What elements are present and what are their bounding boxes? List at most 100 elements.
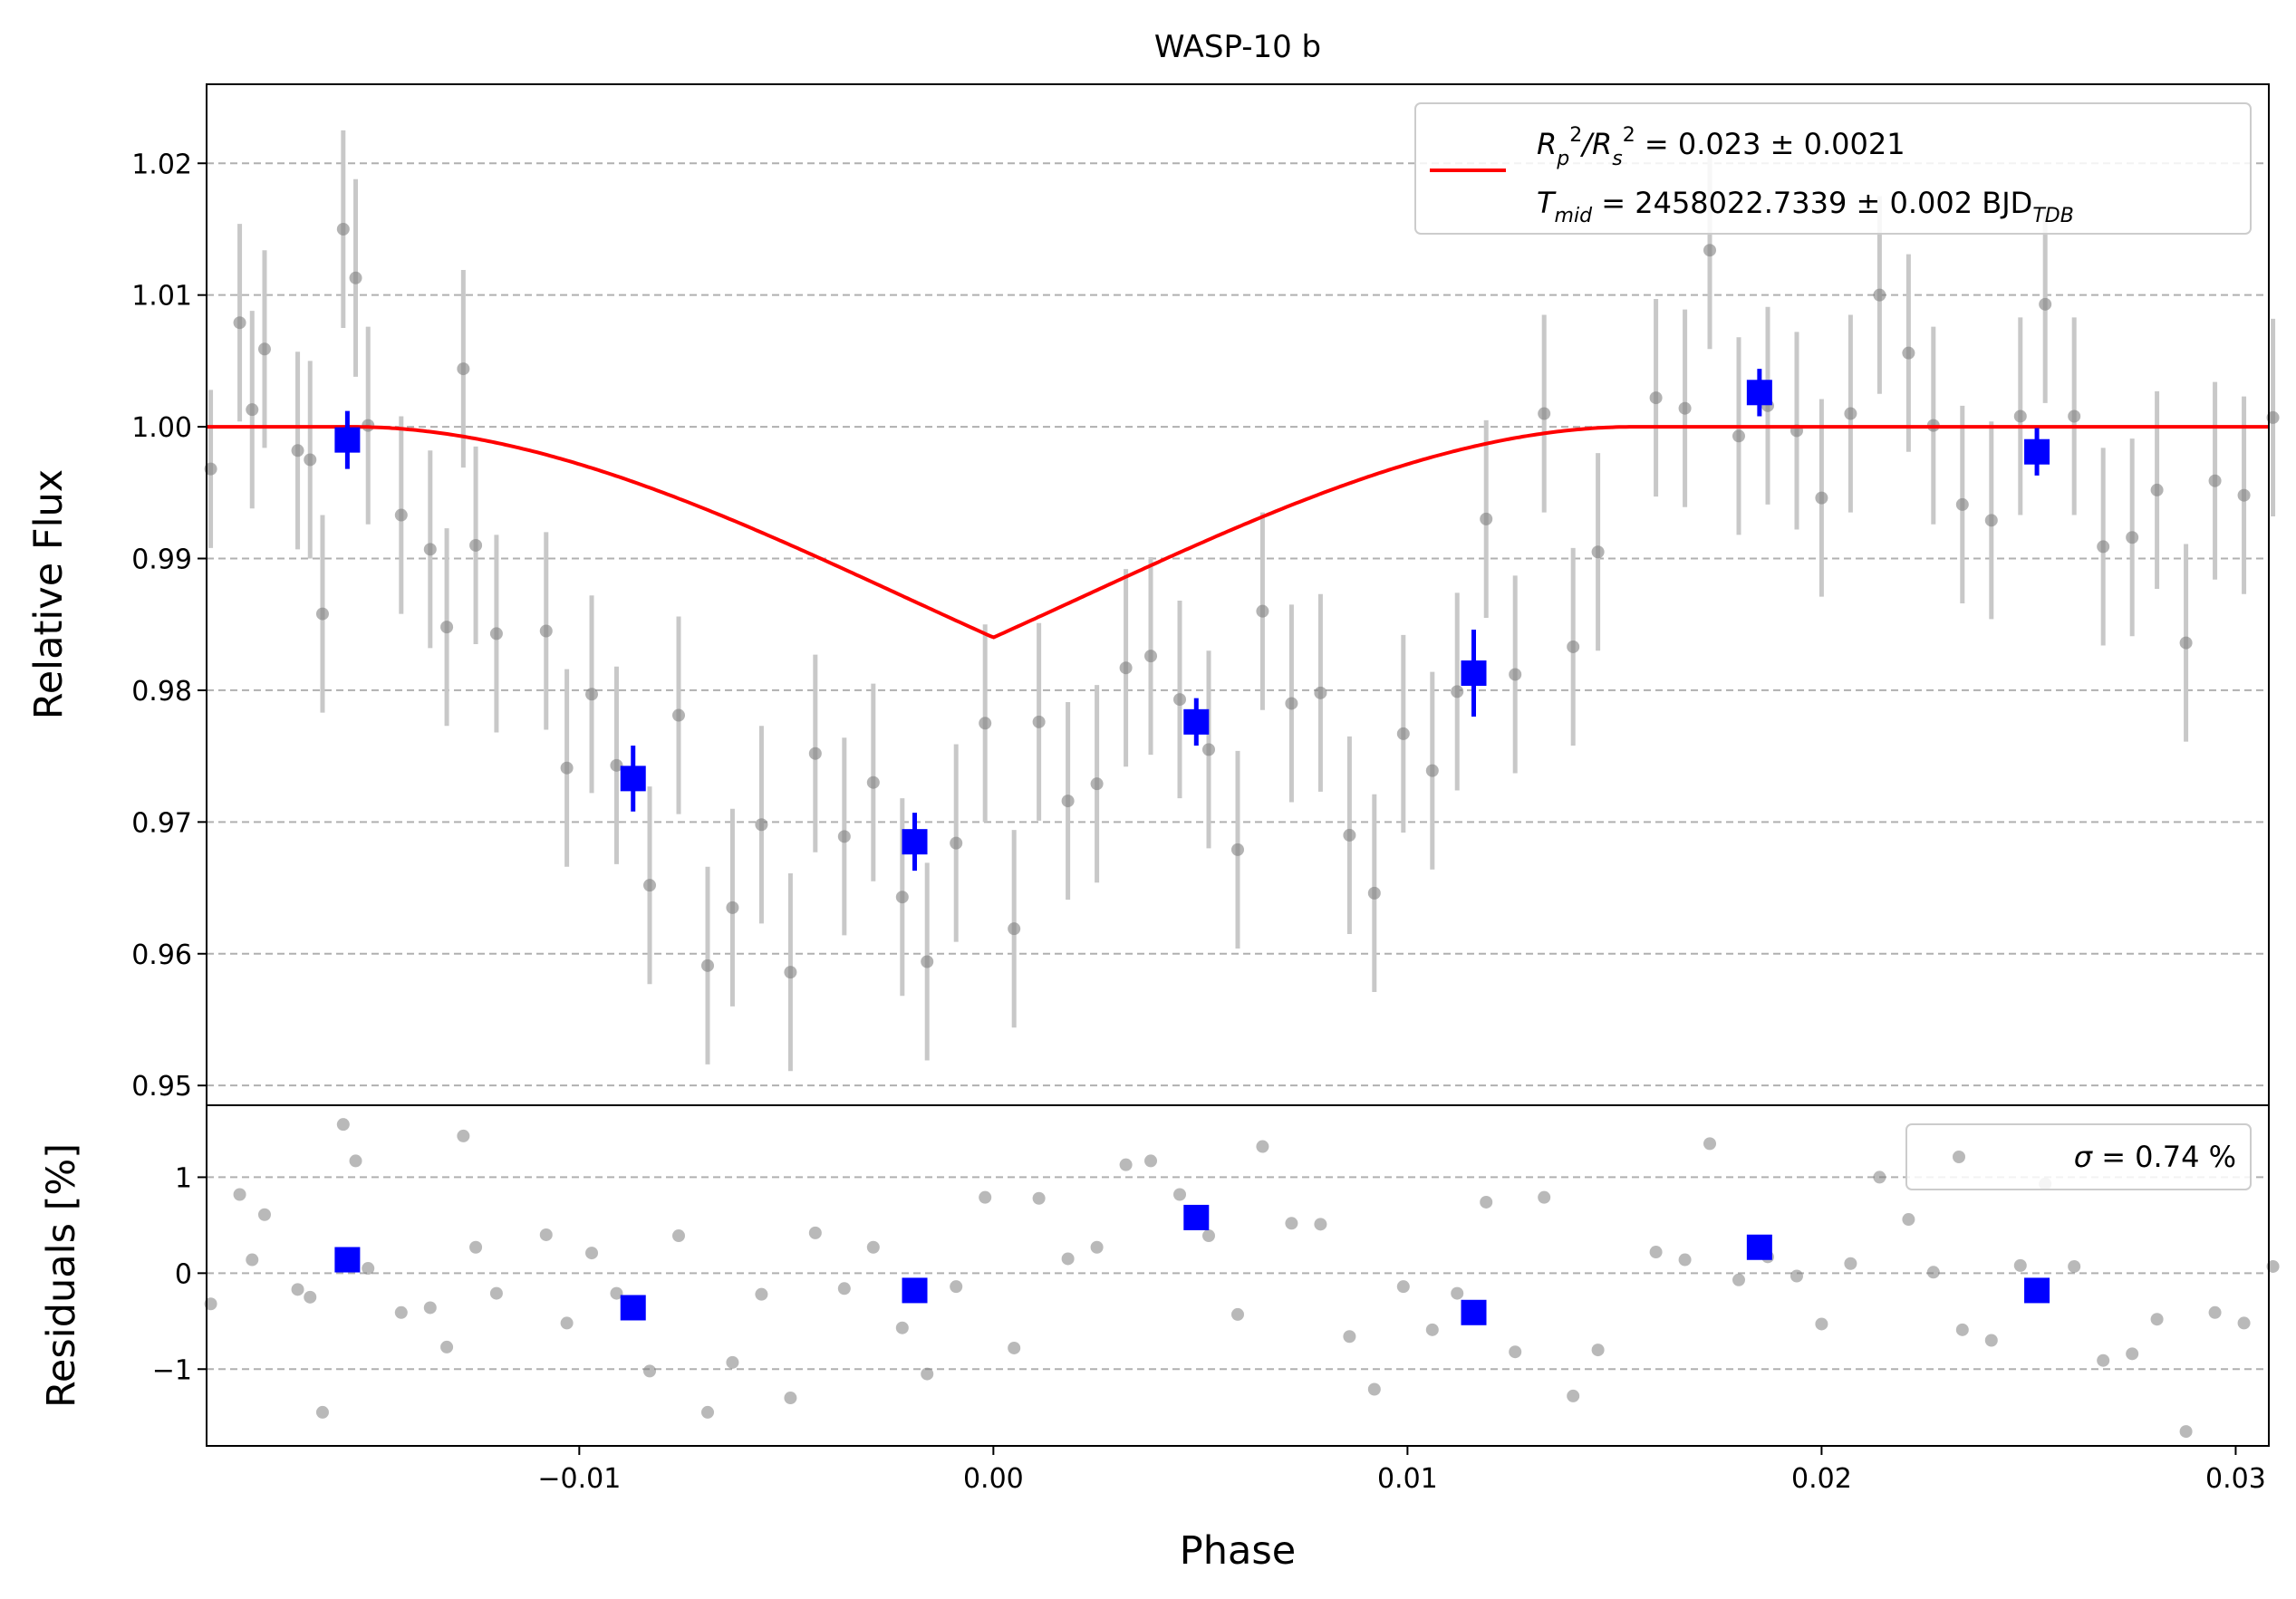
raw-flux-point [808,747,822,760]
raw-residual-point [1591,1344,1605,1357]
raw-residual-point [585,1247,599,1260]
raw-residual-point [701,1405,715,1419]
top-gridlines [207,162,2269,1087]
binned-flux-point [2024,438,2050,465]
raw-residual-point [1231,1307,1244,1321]
raw-residual-point [837,1282,851,1296]
raw-flux-point [246,403,259,417]
raw-residual-point [1732,1273,1746,1286]
x-axis-label: Phase [1180,1528,1296,1574]
raw-residual-point [1396,1280,1410,1294]
raw-flux-point [539,624,553,638]
raw-flux-point [1815,491,1828,505]
raw-flux-point [336,222,350,236]
raw-residual-point [204,1297,217,1311]
raw-flux-point [755,818,768,832]
raw-flux-point [1678,401,1692,415]
top-y-tick-label: 0.96 [131,939,192,971]
raw-residual-point [672,1229,686,1243]
raw-flux-point [1285,697,1298,710]
raw-flux-point [2208,474,2222,487]
legend-line-rp-rs: Rp2/Rs2 = 0.023 ± 0.0021 [1537,124,1905,170]
raw-flux-point [1844,407,1857,420]
raw-residual-point [560,1316,574,1330]
raw-residual-point [423,1301,437,1315]
bottom-binned-residuals [334,1204,2050,1325]
raw-residual-point [1649,1246,1663,1259]
raw-flux-point [304,453,317,467]
raw-flux-point [349,271,362,284]
binned-residual-point [620,1295,646,1321]
raw-residual-point [315,1405,329,1419]
raw-flux-point [1008,922,1021,936]
x-tick-label: −0.01 [537,1463,621,1495]
top-panel: 0.95 0.96 0.97 0.98 0.99 1.00 1.01 1.02 Relativ… [26,83,2280,1106]
raw-residual-point [1480,1195,1493,1209]
raw-residual-point [2068,1259,2081,1273]
raw-residual-point [726,1355,739,1369]
raw-residual-point [1451,1286,1464,1300]
raw-flux-point [1509,668,1522,681]
raw-flux-point [1984,514,1998,527]
raw-residual-point [336,1118,350,1132]
raw-flux-point [440,621,454,634]
raw-flux-point [1902,346,1915,360]
raw-residual-point [1955,1323,1969,1336]
raw-flux-point [1451,685,1464,698]
raw-residual-point [1285,1217,1298,1230]
raw-flux-point [2266,410,2280,424]
x-tick-label: 0.02 [1791,1463,1852,1495]
raw-residual-point [1090,1240,1104,1254]
bottom-y-tick-label: −1 [152,1354,192,1386]
binned-residual-point [1746,1234,1772,1260]
raw-residual-point [457,1129,470,1142]
raw-residual-point [1367,1382,1381,1396]
raw-residual-point [233,1188,246,1201]
raw-residual-point [1509,1345,1522,1359]
raw-flux-point [423,543,437,556]
raw-residual-point [257,1208,271,1221]
raw-flux-point [1732,429,1746,443]
top-y-tick-label: 1.01 [131,281,192,313]
raw-flux-point [2150,483,2164,496]
raw-flux-point [315,607,329,621]
raw-residual-point [469,1240,483,1254]
raw-flux-point [560,761,574,775]
binned-residual-point [1183,1204,1210,1230]
raw-flux-point [726,901,739,914]
x-ticks: −0.01 0.00 0.01 0.02 0.03 [537,1446,2266,1495]
raw-flux-point [1090,777,1104,791]
raw-flux-point [1955,497,1969,511]
raw-flux-point [257,342,271,356]
raw-residual-point [362,1262,375,1276]
raw-residual-point [1815,1317,1828,1331]
top-y-ticks: 0.95 0.96 0.97 0.98 0.99 1.00 1.01 1.02 [131,149,207,1103]
raw-residual-point [1032,1191,1046,1205]
raw-residual-point [1984,1334,1998,1347]
raw-residual-point [539,1228,553,1241]
x-tick-label: 0.01 [1377,1463,1438,1495]
raw-flux-point [643,879,657,892]
top-legend-box [1414,102,2252,235]
binned-flux-point [620,766,646,792]
raw-residual-point [304,1290,317,1304]
raw-flux-point [979,717,992,730]
binned-flux-point [1461,660,1487,687]
raw-flux-point [672,708,686,722]
raw-residual-point [1538,1190,1551,1204]
binned-residual-point [334,1247,361,1273]
raw-residual-point [808,1226,822,1239]
raw-residual-point [2237,1316,2251,1330]
raw-flux-point [1367,886,1381,900]
raw-residual-point [643,1364,657,1378]
top-y-tick-label: 0.95 [131,1071,192,1103]
top-y-tick-label: 0.99 [131,544,192,576]
raw-residual-point [349,1154,362,1168]
bottom-y-ticks: −1 0 1 [152,1162,207,1386]
binned-flux-point [1183,708,1210,735]
raw-residual-point [1256,1140,1269,1153]
raw-residual-point [2097,1353,2110,1367]
raw-residual-point [1678,1253,1692,1267]
x-tick-label: 0.03 [2205,1463,2266,1495]
raw-flux-point [1343,828,1356,842]
